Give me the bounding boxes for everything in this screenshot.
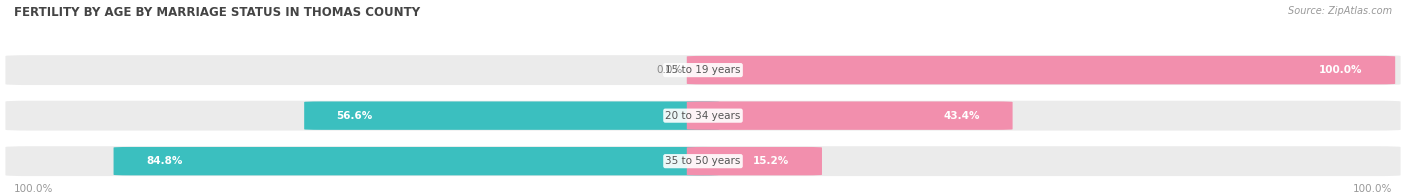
- Text: 100.0%: 100.0%: [1353, 184, 1392, 194]
- FancyBboxPatch shape: [6, 146, 1400, 176]
- Text: 43.4%: 43.4%: [943, 111, 980, 121]
- Text: 56.6%: 56.6%: [336, 111, 373, 121]
- FancyBboxPatch shape: [6, 101, 1400, 131]
- Text: 100.0%: 100.0%: [1319, 65, 1362, 75]
- FancyBboxPatch shape: [686, 147, 823, 175]
- FancyBboxPatch shape: [686, 102, 1012, 130]
- FancyBboxPatch shape: [304, 102, 720, 130]
- Text: 20 to 34 years: 20 to 34 years: [665, 111, 741, 121]
- Text: Source: ZipAtlas.com: Source: ZipAtlas.com: [1288, 6, 1392, 16]
- FancyBboxPatch shape: [114, 147, 720, 175]
- Text: FERTILITY BY AGE BY MARRIAGE STATUS IN THOMAS COUNTY: FERTILITY BY AGE BY MARRIAGE STATUS IN T…: [14, 6, 420, 19]
- Text: 15.2%: 15.2%: [754, 156, 790, 166]
- FancyBboxPatch shape: [6, 55, 1400, 85]
- FancyBboxPatch shape: [686, 56, 1395, 84]
- Text: 15 to 19 years: 15 to 19 years: [665, 65, 741, 75]
- Text: 100.0%: 100.0%: [14, 184, 53, 194]
- Text: 0.0%: 0.0%: [657, 65, 683, 75]
- Text: 35 to 50 years: 35 to 50 years: [665, 156, 741, 166]
- Text: 84.8%: 84.8%: [146, 156, 183, 166]
